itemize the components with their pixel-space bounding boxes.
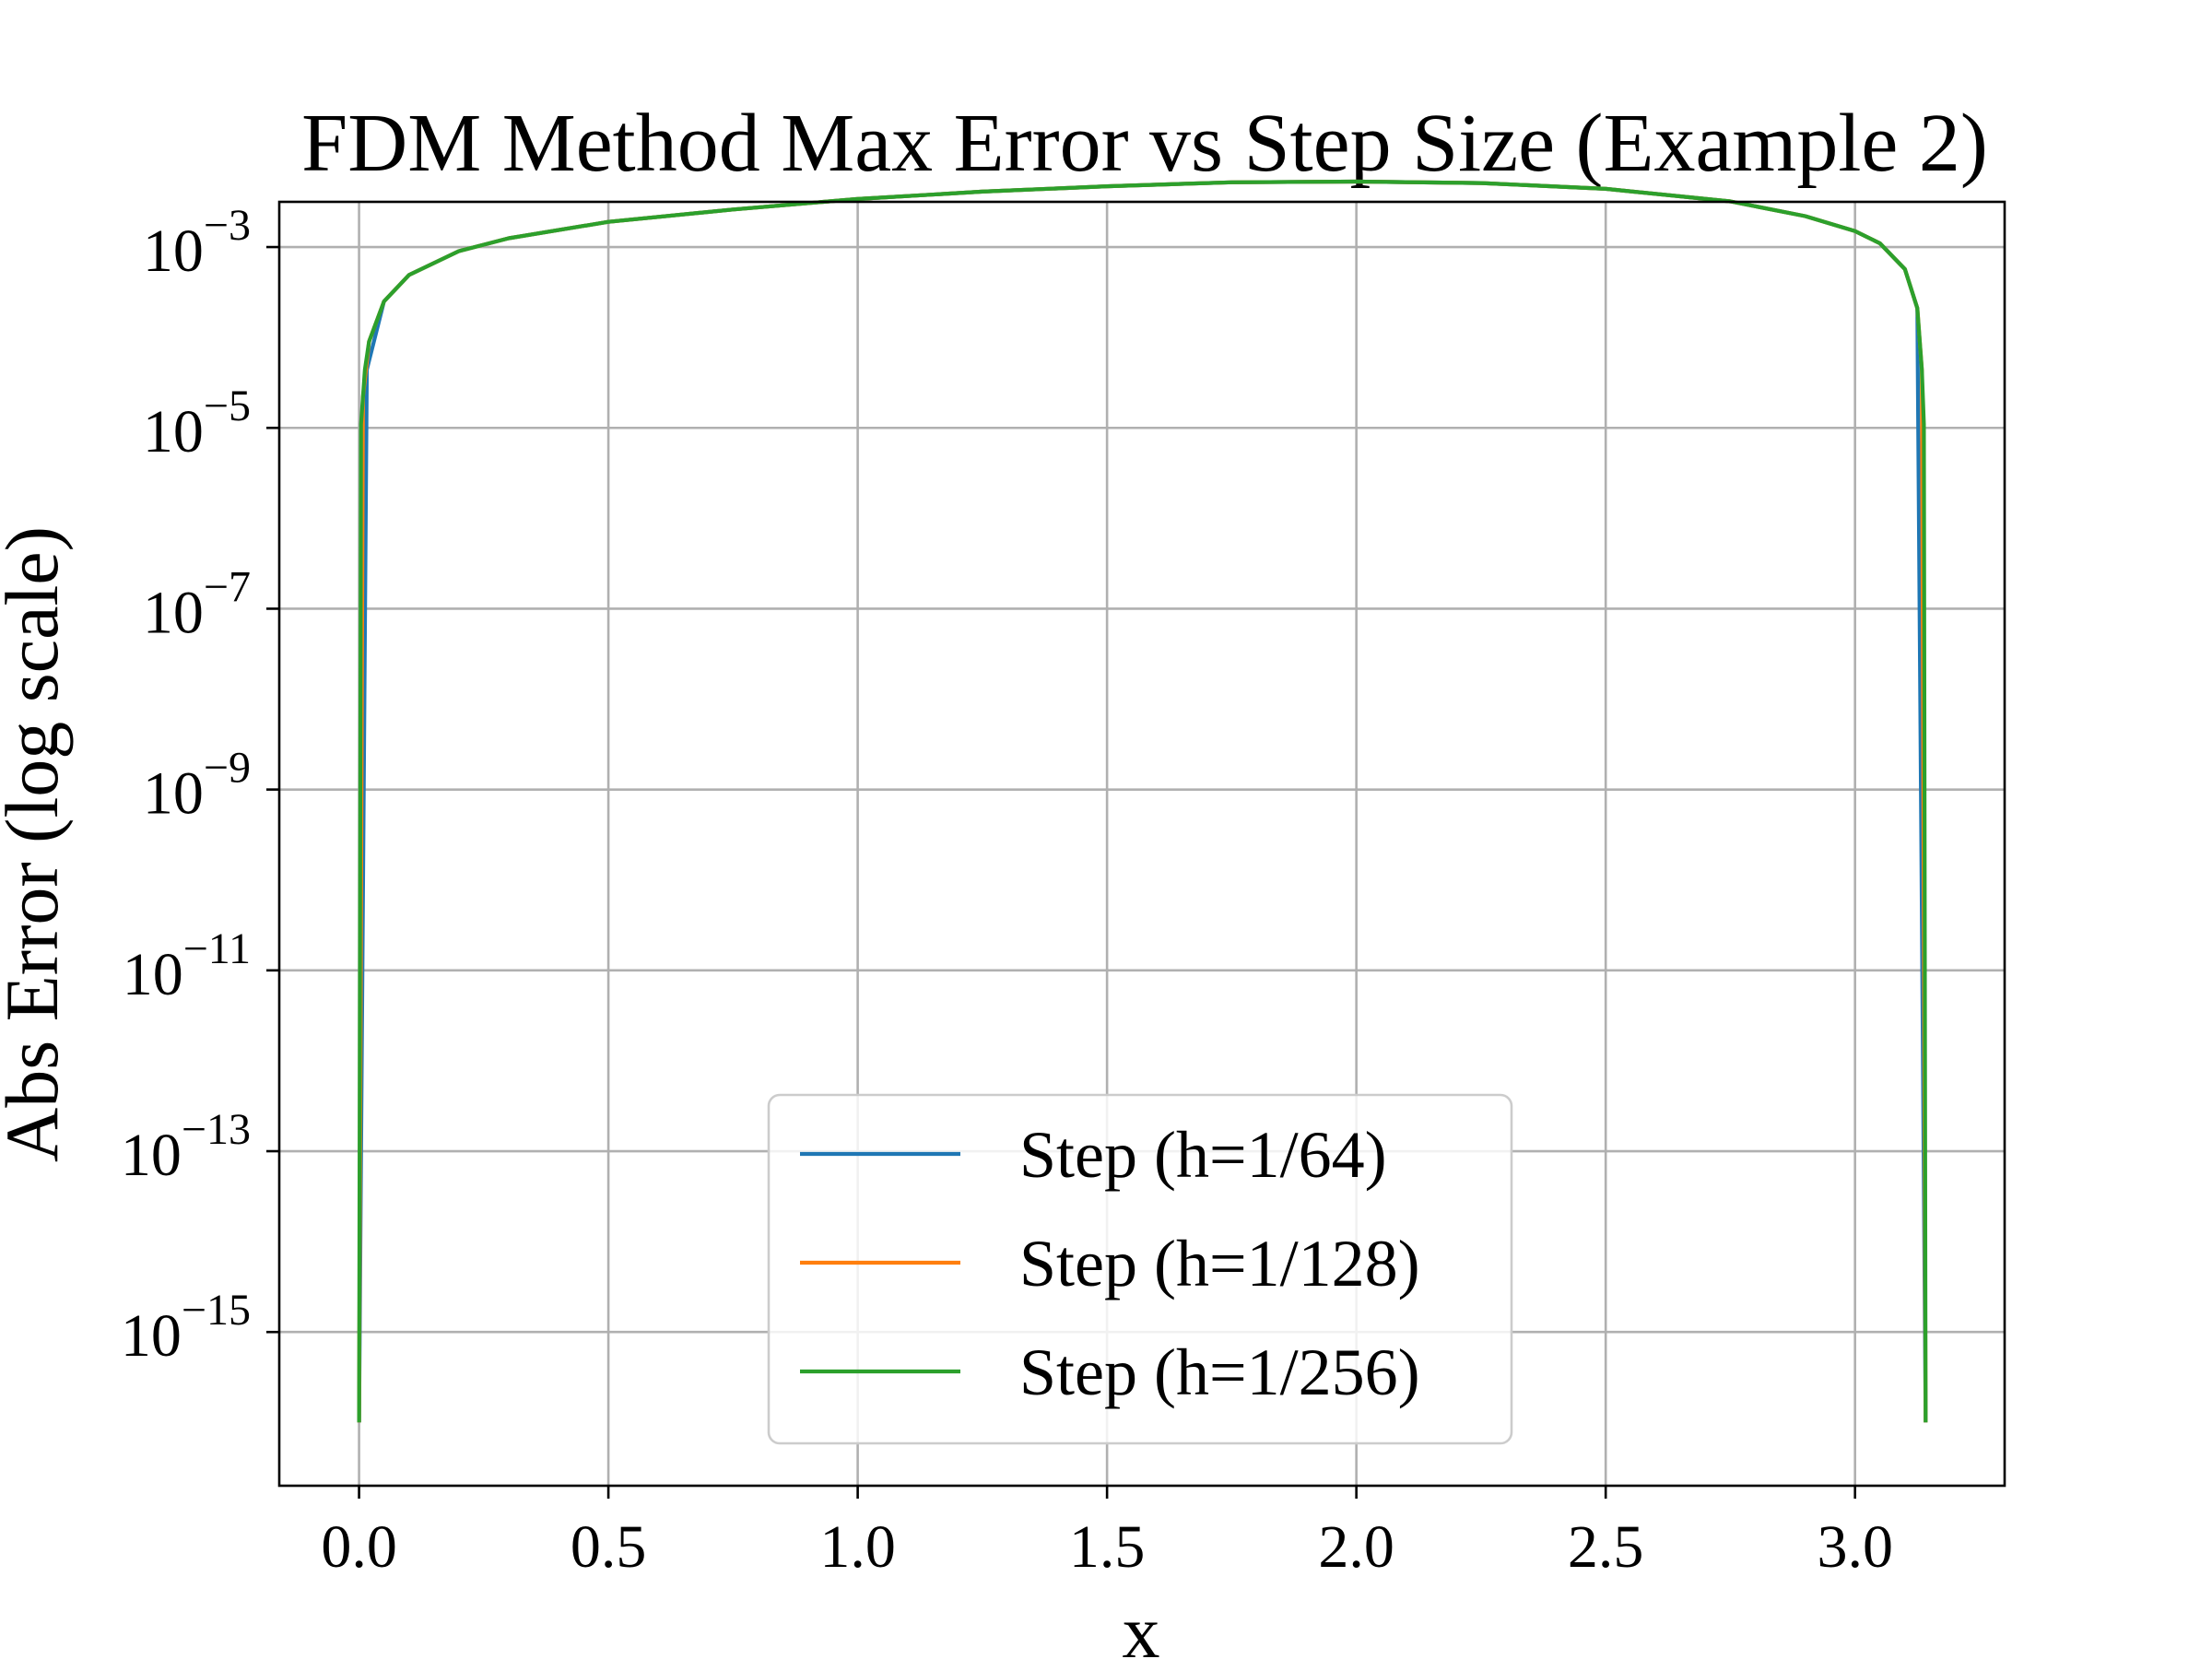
y-tick-exponent: −11 bbox=[183, 924, 251, 973]
x-tick-label: 0.5 bbox=[571, 1513, 647, 1581]
legend-label-2: Step (h=1/128) bbox=[1019, 1227, 1420, 1300]
y-axis-label: Abs Error (log scale) bbox=[0, 526, 74, 1162]
x-tick-label: 1.5 bbox=[1069, 1513, 1146, 1581]
y-tick-label: −510 bbox=[143, 382, 251, 465]
y-tick-label: −710 bbox=[143, 562, 251, 646]
y-tick-exponent: −13 bbox=[182, 1105, 251, 1154]
legend: Step (h=1/64) Step (h=1/128) Step (h=1/256… bbox=[767, 1093, 1513, 1445]
y-tick-base: 10 bbox=[121, 1302, 182, 1370]
x-tick-label: 2.0 bbox=[1318, 1513, 1394, 1581]
y-tick-exponent: −15 bbox=[182, 1286, 251, 1335]
y-tick-base: 10 bbox=[143, 218, 204, 285]
y-tick-base: 10 bbox=[143, 398, 204, 465]
y-tick-base: 10 bbox=[143, 579, 204, 646]
plot-frame bbox=[277, 200, 2006, 1488]
y-tick-base: 10 bbox=[121, 1122, 182, 1189]
legend-label-1: Step (h=1/64) bbox=[1019, 1118, 1387, 1192]
x-tick-label: 1.0 bbox=[819, 1513, 896, 1581]
y-tick-exponent: −7 bbox=[204, 562, 251, 611]
legend-box bbox=[767, 1093, 1513, 1445]
chart-title: FDM Method Max Error vs Step Size (Examp… bbox=[301, 98, 1988, 189]
y-tick-label: −310 bbox=[143, 201, 251, 285]
x-tick-label: 3.0 bbox=[1817, 1513, 1893, 1581]
y-tick-base: 10 bbox=[123, 941, 183, 1008]
y-tick-base: 10 bbox=[143, 760, 204, 828]
y-tick-label: −910 bbox=[143, 744, 251, 828]
plot-lines bbox=[357, 179, 1928, 1423]
x-tick-label: 2.5 bbox=[1568, 1513, 1644, 1581]
y-tick-exponent: −5 bbox=[204, 382, 251, 430]
y-tick-exponent: −3 bbox=[204, 201, 251, 250]
axis-ticks: 0.0 0.5 1.0 1.5 2.0 2.5 3.0−310−510−710−910−11… bbox=[121, 201, 1893, 1581]
y-tick-exponent: −9 bbox=[204, 744, 251, 793]
x-tick-label: 0.0 bbox=[321, 1513, 397, 1581]
x-axis-label: x bbox=[1123, 1590, 1160, 1659]
series-line-3 bbox=[357, 179, 1928, 1423]
legend-label-3: Step (h=1/256) bbox=[1019, 1335, 1420, 1409]
